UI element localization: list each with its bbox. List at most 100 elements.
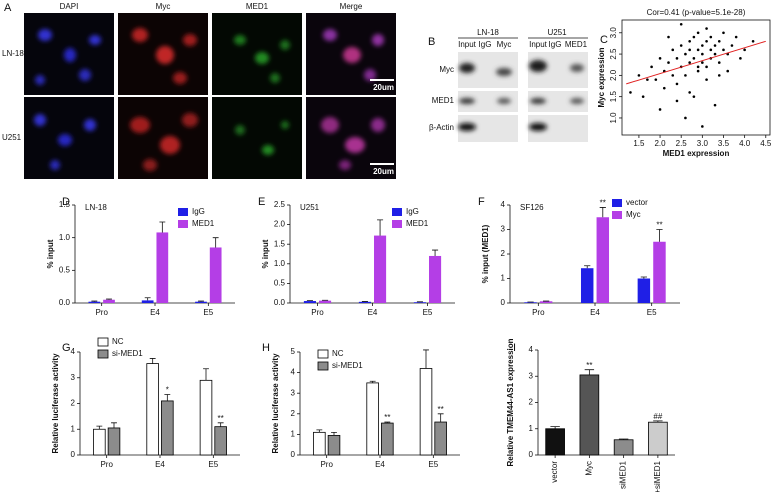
- error-bar: [203, 369, 209, 381]
- point: [693, 36, 696, 39]
- bar: [195, 302, 207, 303]
- x-tick-label: 2.0: [654, 139, 666, 148]
- legend-swatch: [178, 208, 188, 216]
- point: [697, 70, 700, 73]
- error-bar: [641, 277, 647, 278]
- error-bar: [585, 370, 594, 375]
- significance-label: **: [218, 414, 224, 423]
- legend-label: NC: [112, 337, 124, 346]
- error-bar: [656, 230, 662, 242]
- y-tick-label: 3: [291, 388, 296, 397]
- row-label: Myc: [439, 65, 454, 74]
- point: [667, 36, 670, 39]
- bar: [429, 256, 441, 303]
- point: [697, 31, 700, 34]
- x-tick-label: E5: [647, 308, 657, 317]
- error-bar: [145, 298, 151, 301]
- bar: [215, 427, 227, 455]
- y-tick-label: 4: [291, 368, 296, 377]
- chart-title: LN-18: [85, 203, 107, 212]
- point: [697, 66, 700, 69]
- point: [705, 40, 708, 43]
- bar: [142, 300, 154, 303]
- bar: [367, 383, 379, 455]
- lane-label: IgG: [479, 40, 492, 49]
- legend-swatch: [612, 199, 622, 207]
- plot-frame: [622, 20, 770, 135]
- panel-label: F: [478, 196, 485, 208]
- point: [718, 61, 721, 64]
- significance-label: *: [166, 386, 169, 395]
- legend-label: IgG: [192, 207, 205, 216]
- point: [752, 40, 755, 43]
- x-tick-label: Pro: [320, 460, 333, 469]
- point: [731, 44, 734, 47]
- error-bar: [150, 358, 156, 363]
- x-tick-label: E5: [423, 308, 433, 317]
- legend-label: vector: [626, 198, 648, 207]
- row-label: LN-18: [2, 49, 24, 58]
- bar: [156, 232, 168, 303]
- x-tick-label: siMED1: [619, 460, 628, 489]
- chart-title: U251: [300, 203, 320, 212]
- row-label: β-Actin: [429, 123, 454, 132]
- point: [697, 49, 700, 52]
- bar: [93, 429, 105, 455]
- lane-label: Myc: [497, 40, 512, 49]
- y-tick-label: 0: [71, 450, 76, 459]
- error-bar: [91, 301, 97, 302]
- bar: [420, 368, 432, 455]
- error-bar: [432, 250, 438, 256]
- error-bar: [377, 220, 383, 236]
- point: [714, 44, 717, 47]
- significance-label: **: [586, 361, 592, 370]
- error-bar: [600, 207, 606, 217]
- legend-swatch: [392, 208, 402, 216]
- scale-label: 20um: [373, 83, 394, 92]
- point: [680, 23, 683, 26]
- y-tick-label: 1: [529, 424, 534, 433]
- point: [701, 125, 704, 128]
- lane-label: Input: [458, 40, 477, 49]
- legend-swatch: [98, 338, 108, 346]
- y-tick-label: 4: [71, 347, 76, 356]
- legend-label: NC: [332, 349, 344, 358]
- panel-label: E: [258, 196, 265, 208]
- x-tick-label: E5: [208, 460, 218, 469]
- legend-label: MED1: [406, 219, 429, 228]
- legend-swatch: [612, 211, 622, 219]
- y-tick-label: 1.0: [274, 259, 286, 268]
- y-axis-label: % input: [46, 239, 55, 268]
- bar: [546, 429, 565, 455]
- legend-label: Myc: [626, 210, 641, 219]
- column-header: MED1: [246, 2, 269, 11]
- legend-swatch: [318, 362, 328, 370]
- error-bar: [159, 222, 165, 232]
- column-header: Merge: [340, 2, 363, 11]
- y-tick-label: 0.5: [59, 265, 71, 274]
- bar: [359, 302, 371, 303]
- x-axis-label: MED1 expression: [663, 149, 730, 158]
- error-bar: [111, 423, 117, 428]
- y-tick-label: 0.0: [59, 298, 71, 307]
- point: [714, 104, 717, 107]
- y-tick-label: 0.0: [274, 298, 286, 307]
- x-tick-label: E5: [428, 460, 438, 469]
- point: [688, 49, 691, 52]
- y-tick-label: 1.5: [609, 91, 618, 103]
- bar: [304, 301, 316, 303]
- row-label: MED1: [432, 96, 455, 105]
- bar: [653, 242, 665, 303]
- point: [693, 57, 696, 60]
- point: [684, 53, 687, 56]
- bar: [648, 422, 667, 455]
- error-bar: [198, 301, 204, 302]
- point: [671, 49, 674, 52]
- point: [688, 40, 691, 43]
- legend-label: si-MED1: [332, 361, 363, 370]
- point: [676, 100, 679, 103]
- y-tick-label: 0: [291, 450, 296, 459]
- column-header: Myc: [156, 2, 171, 11]
- legend-swatch: [318, 350, 328, 358]
- point: [722, 31, 725, 34]
